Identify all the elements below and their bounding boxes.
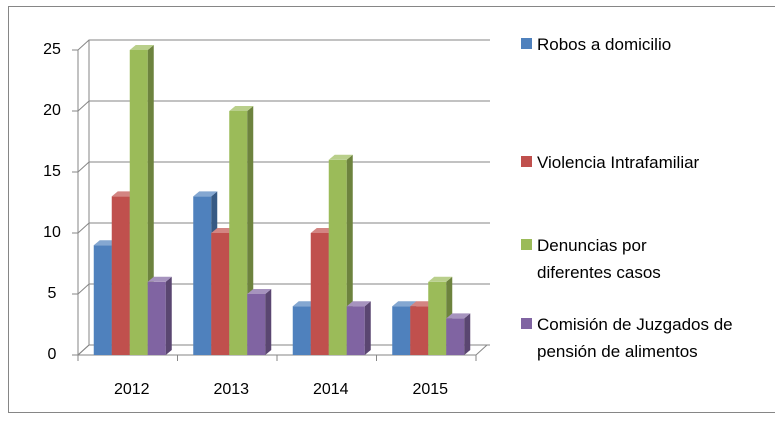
bar-front bbox=[147, 281, 166, 355]
bar-front bbox=[428, 281, 447, 355]
bar-side bbox=[265, 289, 272, 355]
bar-top bbox=[446, 313, 471, 319]
bar-top bbox=[129, 45, 154, 50]
x-tick-label: 2014 bbox=[313, 381, 349, 398]
legend-swatch bbox=[521, 156, 532, 167]
bar-front bbox=[111, 196, 130, 355]
x-tick-label: 2013 bbox=[213, 381, 249, 398]
bar-front bbox=[310, 233, 329, 355]
bar-side bbox=[147, 45, 154, 355]
bar-top bbox=[147, 276, 172, 282]
x-tick-label: 2015 bbox=[412, 381, 448, 398]
legend-item: Comisión de Juzgados de pensión de alime… bbox=[521, 311, 771, 365]
y-tick-label: 25 bbox=[43, 41, 61, 58]
legend-item: Violencia Intrafamiliar bbox=[521, 149, 775, 176]
bar bbox=[147, 276, 172, 355]
legend-label: Denuncias por diferentes casos bbox=[537, 236, 661, 282]
bar-side bbox=[364, 301, 371, 355]
grid-line bbox=[77, 100, 490, 112]
grid-line bbox=[77, 222, 490, 234]
bar-top bbox=[247, 289, 272, 294]
bar-top bbox=[193, 191, 218, 197]
bar-front bbox=[410, 306, 429, 355]
bar-front bbox=[211, 233, 230, 355]
y-tick-label: 5 bbox=[48, 285, 57, 302]
legend-swatch bbox=[521, 318, 532, 329]
y-tick-label: 15 bbox=[43, 163, 61, 180]
x-tick-label: 2012 bbox=[114, 381, 150, 398]
legend-swatch bbox=[521, 38, 532, 49]
legend-label: Comisión de Juzgados de pensión de alime… bbox=[537, 315, 733, 361]
bar-front bbox=[93, 245, 112, 355]
bar-front bbox=[392, 306, 411, 355]
bar bbox=[129, 45, 154, 355]
bar-front bbox=[292, 306, 311, 355]
grid-line bbox=[77, 39, 490, 51]
bar-front bbox=[328, 159, 347, 355]
grid-line bbox=[77, 161, 490, 173]
bar-front bbox=[346, 306, 365, 355]
y-tick-label: 20 bbox=[43, 102, 61, 119]
bar-side bbox=[165, 276, 172, 355]
legend-item: Robos a domicilio bbox=[521, 31, 775, 58]
bar-top bbox=[392, 301, 417, 307]
bar-top bbox=[346, 301, 371, 307]
grid-line bbox=[77, 283, 490, 295]
legend-swatch bbox=[521, 239, 532, 250]
bar-top bbox=[428, 276, 453, 282]
bar bbox=[247, 289, 272, 355]
bar-side bbox=[464, 313, 471, 355]
bar bbox=[446, 313, 471, 355]
legend-item: Denuncias por diferentes casos bbox=[521, 232, 711, 286]
y-tick-label: 0 bbox=[48, 346, 57, 363]
legend-label: Robos a domicilio bbox=[537, 35, 672, 54]
bar-front bbox=[129, 50, 148, 355]
bar-top bbox=[229, 106, 254, 111]
bar-front bbox=[193, 196, 212, 355]
chart-border bbox=[8, 6, 775, 413]
legend-label: Violencia Intrafamiliar bbox=[537, 153, 700, 172]
bar-front bbox=[446, 318, 465, 355]
y-tick-label: 10 bbox=[43, 224, 61, 241]
bar bbox=[346, 301, 371, 355]
bar-front bbox=[229, 111, 248, 355]
bar-top bbox=[328, 154, 353, 160]
bar-front bbox=[247, 294, 266, 355]
